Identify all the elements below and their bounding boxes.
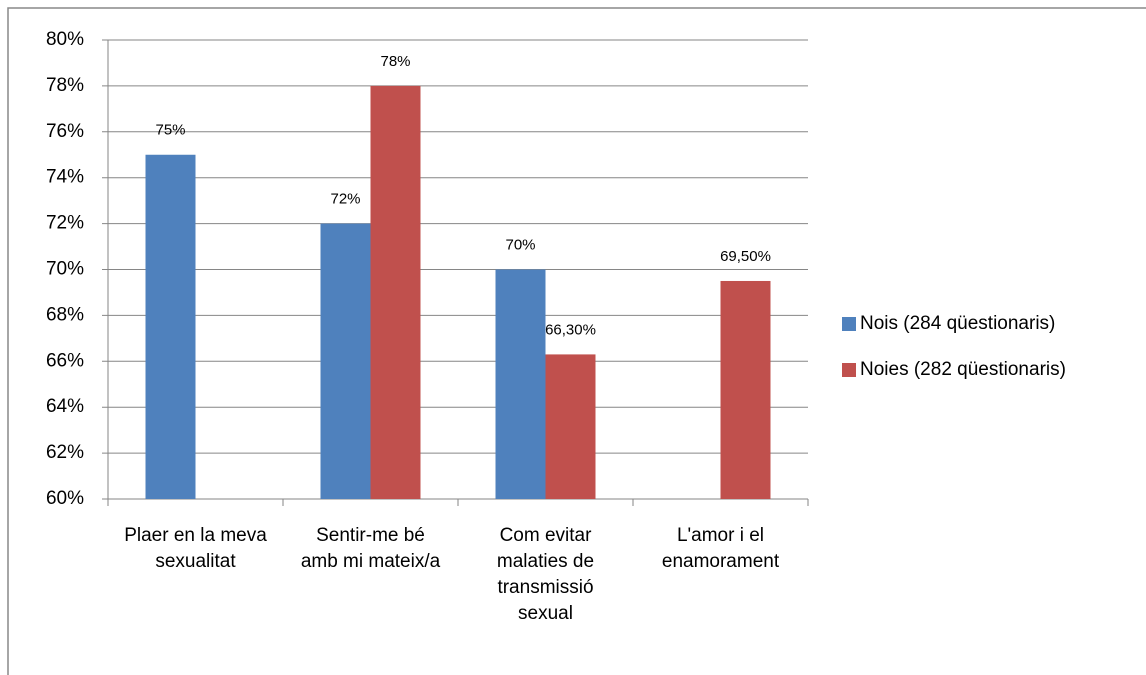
y-tick-label: 70% <box>46 259 84 280</box>
legend-label: Nois (284 qüestionaris) <box>860 313 1055 334</box>
y-tick-label: 66% <box>46 350 84 371</box>
frame <box>7 7 1146 675</box>
data-label: 69,50% <box>720 248 771 265</box>
legend-swatch <box>842 363 856 377</box>
y-tick-label: 72% <box>46 213 84 234</box>
bar <box>720 280 771 499</box>
data-label: 70% <box>505 236 535 253</box>
y-tick-label: 64% <box>46 396 84 417</box>
bar <box>320 223 371 499</box>
y-tick-label: 80% <box>46 29 84 50</box>
data-label: 72% <box>330 191 360 208</box>
y-tick-label: 62% <box>46 442 84 463</box>
x-tick-label: Plaer en la meva sexualitat <box>124 525 267 572</box>
bar <box>545 354 596 499</box>
data-label: 66,30% <box>545 321 596 338</box>
y-tick-label: 74% <box>46 167 84 188</box>
legend-label: Noies (282 qüestionaris) <box>860 359 1066 380</box>
legend-swatch <box>842 317 856 331</box>
bar <box>370 85 421 500</box>
data-label: 75% <box>155 122 185 139</box>
x-tick-label: Com evitar malaties de transmissió sexua… <box>496 525 595 624</box>
y-tick-label: 78% <box>46 75 84 96</box>
x-tick-label: Sentir-me bé amb mi mateix/a <box>300 525 441 572</box>
data-label: 78% <box>380 53 410 70</box>
y-tick-label: 60% <box>46 488 84 509</box>
bar <box>495 269 546 499</box>
bar <box>145 154 196 499</box>
y-tick-label: 76% <box>46 121 84 142</box>
y-tick-label: 68% <box>46 304 84 325</box>
x-tick-label: L'amor i el enamorament <box>661 525 780 572</box>
